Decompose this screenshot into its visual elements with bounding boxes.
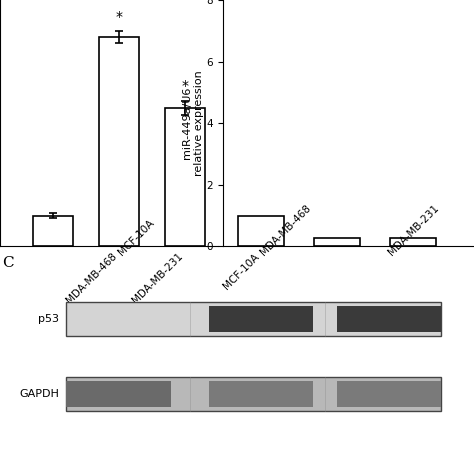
Bar	[66, 377, 441, 411]
Text: MCF-10A: MCF-10A	[116, 218, 156, 258]
Text: *: *	[182, 79, 189, 93]
Y-axis label: miR-449a/U6
relative expression: miR-449a/U6 relative expression	[182, 70, 204, 176]
Bar	[337, 382, 441, 407]
Text: *: *	[116, 10, 122, 24]
Bar	[390, 238, 436, 246]
Bar	[209, 382, 313, 407]
Text: MDA-MB-468: MDA-MB-468	[258, 203, 313, 258]
Bar	[165, 108, 205, 246]
Text: C: C	[2, 255, 14, 270]
Bar	[314, 238, 360, 246]
Bar	[66, 302, 441, 337]
Bar	[66, 382, 171, 407]
Bar	[337, 306, 441, 332]
Bar	[33, 216, 73, 246]
Bar	[209, 306, 313, 332]
Text: GAPDH: GAPDH	[19, 389, 59, 400]
Text: MDA-MB-231: MDA-MB-231	[386, 203, 441, 258]
Bar	[99, 37, 139, 246]
Text: p53: p53	[38, 314, 59, 324]
Bar	[238, 216, 283, 246]
